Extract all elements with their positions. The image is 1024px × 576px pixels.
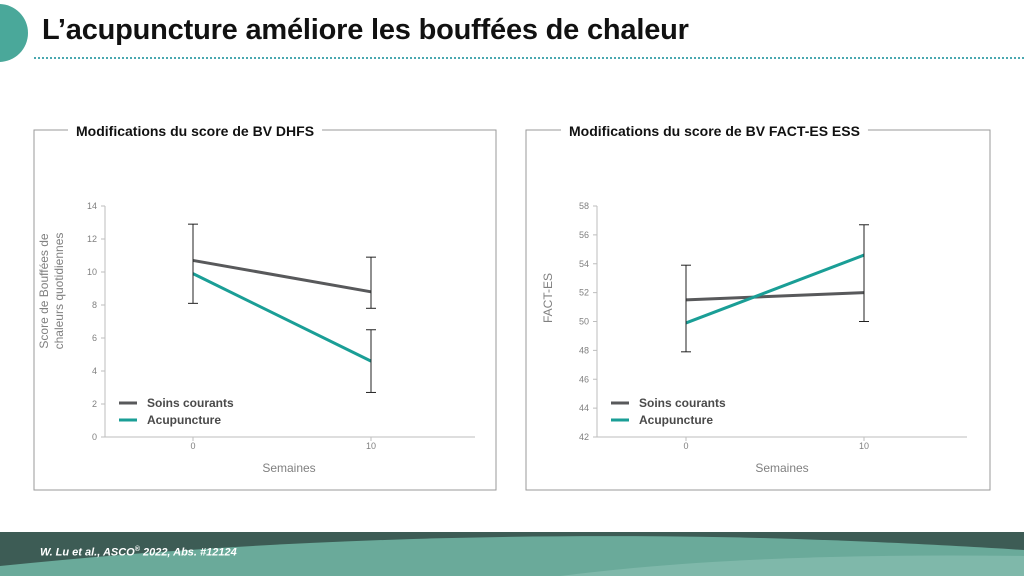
- chart2-y-tick-label: 56: [579, 230, 589, 240]
- chart1-x-tick-label: 0: [190, 441, 195, 451]
- chart1-series-line-2: [192, 272, 372, 363]
- chart2-x-tick-label: 0: [683, 441, 688, 451]
- chart2-y-tick-label: 44: [579, 403, 589, 413]
- chart1-y-tick-label: 14: [87, 201, 97, 211]
- chart1-title: Modifications du score de BV DHFS: [76, 123, 314, 139]
- chart2-title-bg: [561, 121, 868, 141]
- chart2-y-tick-label: 50: [579, 317, 589, 327]
- chart2-frame: [525, 129, 991, 491]
- citation-post: 2022, Abs. #12124: [139, 546, 237, 559]
- chart1-y-tick-label: 6: [92, 333, 97, 343]
- chart1-y-tick-label: 4: [92, 366, 97, 376]
- chart2-x-axis-label: Semaines: [755, 461, 808, 475]
- chart2-y-tick-label: 54: [579, 259, 589, 269]
- title-divider: [34, 57, 1024, 59]
- chart2-y-tick-label: 48: [579, 345, 589, 355]
- chart2-y-tick-label: 58: [579, 201, 589, 211]
- chart1-legend-label-1: Soins courants: [147, 396, 234, 410]
- chart2-series-line-1: [685, 291, 865, 302]
- chart2-title: Modifications du score de BV FACT-ES ESS: [569, 123, 860, 139]
- slide-title: L’acupuncture améliore les bouffées de c…: [42, 14, 689, 46]
- chart1-y-axis-label: chaleurs quotidiennes: [52, 233, 66, 350]
- chart2-y-axis-label: FACT-ES: [541, 273, 555, 323]
- chart2-legend-label-2: Acupuncture: [639, 413, 713, 427]
- chart1-x-axis-label: Semaines: [262, 461, 315, 475]
- chart1-legend-label-2: Acupuncture: [147, 413, 221, 427]
- charts-area: Modifications du score de BV DHFS0246810…: [33, 121, 991, 491]
- chart1-series-line-1: [192, 258, 372, 294]
- chart1-y-tick-label: 0: [92, 432, 97, 442]
- chart2-y-tick-label: 52: [579, 288, 589, 298]
- chart2-x-tick-label: 10: [859, 441, 869, 451]
- chart2-legend-label-1: Soins courants: [639, 396, 726, 410]
- chart1-title-bg: [68, 121, 323, 141]
- citation-sup: ®: [134, 546, 140, 553]
- chart1-y-tick-label: 12: [87, 234, 97, 244]
- chart1-x-tick-label: 10: [366, 441, 376, 451]
- chart1-y-tick-label: 8: [92, 300, 97, 310]
- citation: W. Lu et al., ASCO® 2022, Abs. #12124: [40, 546, 237, 559]
- chart2-series-line-2: [685, 253, 865, 325]
- chart2-y-tick-label: 46: [579, 374, 589, 384]
- citation-pre: W. Lu et al., ASCO: [40, 546, 135, 559]
- chart1-y-axis-label: Score de Bouffées de: [37, 233, 51, 349]
- footer-wave-light: [560, 555, 1024, 576]
- footer-band: [0, 532, 1024, 576]
- chart2-y-tick-label: 42: [579, 432, 589, 442]
- chart1-y-tick-label: 10: [87, 267, 97, 277]
- chart1-y-tick-label: 2: [92, 399, 97, 409]
